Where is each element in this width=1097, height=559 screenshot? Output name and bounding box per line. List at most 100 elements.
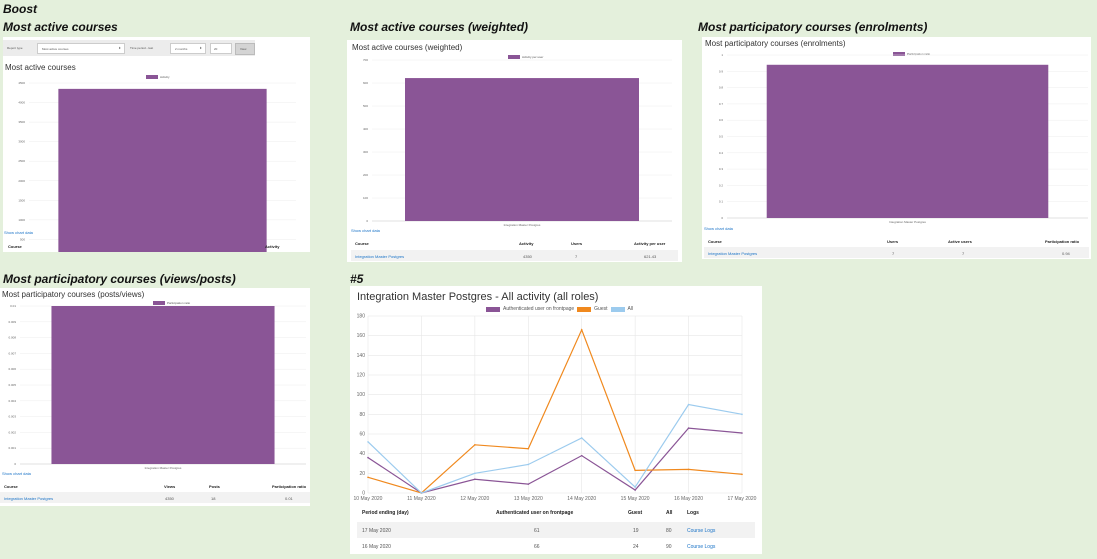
y-tick-label: 0.9 [719, 69, 724, 73]
number-input[interactable]: 20 [210, 43, 232, 54]
y-tick-label: 2000 [18, 179, 25, 183]
course-link[interactable]: Integration Master Postgres [708, 251, 758, 256]
table-header: Active users [948, 239, 972, 244]
y-tick-label: 0.5 [719, 135, 724, 139]
table-row: Integration Master Postgres 4350 18 0.01 [0, 492, 310, 503]
bar [405, 78, 639, 221]
data-point [687, 468, 690, 471]
course-link[interactable]: Integration Master Postgres [355, 254, 405, 259]
view-button[interactable]: View [235, 43, 255, 55]
report-controls: Report type Most active courses ⬍ Time p… [3, 40, 255, 56]
table-row: 16 May 2020 66 24 90 Course Logs [357, 539, 755, 553]
data-point [687, 427, 690, 429]
y-tick-label: 60 [359, 432, 365, 438]
cell: 0.94 [1062, 251, 1070, 256]
y-tick-label: 0.008 [8, 336, 16, 340]
y-tick-label: 1 [721, 53, 723, 57]
data-point [474, 478, 476, 481]
cell: 7 [892, 251, 895, 256]
table-header: Course [355, 241, 369, 246]
report-type-label: Report type [7, 46, 23, 50]
legend-label: All [627, 306, 634, 312]
chevron-down-icon: ⬍ [199, 46, 202, 50]
data-point [474, 444, 476, 446]
y-tick-label: 20 [359, 471, 365, 477]
y-tick-label: 0.003 [8, 415, 16, 419]
cell: 24 [633, 544, 639, 550]
bar [51, 306, 275, 464]
table-header: Logs [687, 510, 699, 516]
show-chart-data-link[interactable]: Show chart data [4, 230, 33, 235]
series-line [367, 403, 743, 494]
legend-label: Authenticated user on frontpage [503, 306, 575, 312]
y-tick-label: 700 [363, 58, 368, 62]
table-header: Posts [209, 484, 220, 489]
chart-title: Most participatory courses (enrolments) [705, 39, 846, 48]
time-period-select[interactable]: 2 months ⬍ [170, 43, 206, 54]
chart-legend: Participation ratio [153, 301, 190, 305]
chevron-down-icon: ⬍ [118, 46, 121, 50]
data-point [634, 489, 636, 491]
legend-swatch [508, 55, 520, 59]
y-tick-label: 0.4 [719, 151, 724, 155]
y-tick-label: 0 [362, 491, 365, 497]
show-chart-data-link[interactable]: Show chart data [704, 226, 733, 231]
table-row: Integration Master Postgres 4350 7 621.4… [351, 250, 678, 261]
report-type-select[interactable]: Most active courses ⬍ [37, 43, 125, 54]
y-tick-label: 0.01 [10, 304, 16, 308]
y-tick-label: 0 [366, 219, 368, 223]
legend-label: Participation ratio [167, 301, 191, 305]
legend-swatch [486, 306, 500, 312]
panel4-heading: Most participatory courses (views/posts) [3, 272, 236, 286]
bar-chart: 0 100 200 300 400 500 600 700 Integration Master… [363, 58, 672, 227]
course-logs-link[interactable]: Course Logs [687, 528, 716, 534]
chart-legend: Activity per user [508, 55, 543, 59]
course-logs-link[interactable]: Course Logs [687, 544, 716, 550]
table-header: Course [4, 484, 18, 489]
data-point [741, 413, 743, 416]
table-row: Integration Master Postgres 7 7 0.94 [704, 247, 1089, 258]
y-tick-label: 0.1 [719, 200, 724, 204]
show-chart-data-link[interactable]: Show chart data [351, 228, 380, 233]
legend-swatch [146, 75, 158, 79]
data-point [634, 486, 636, 488]
table-header: Course [708, 239, 722, 244]
x-tick-label: 15 May 2020 [621, 496, 650, 502]
data-point [420, 492, 423, 494]
data-point [580, 437, 583, 439]
panel2-heading: Most active courses (weighted) [350, 20, 529, 34]
data-point [367, 456, 369, 459]
y-tick-label: 300 [363, 150, 368, 154]
legend-label: Activity [160, 75, 170, 79]
table-header: Participation ratio [1045, 239, 1080, 244]
x-tick-label: 16 May 2020 [674, 496, 703, 502]
legend-label: Guest [594, 306, 608, 312]
panel3-heading: Most participatory courses (enrolments) [698, 20, 928, 34]
data-point [580, 328, 583, 331]
x-tick-label: Integration Master Postgres [889, 220, 926, 224]
data-point [741, 473, 743, 476]
cell: 621.43 [644, 254, 657, 259]
table-header: Users [571, 241, 583, 246]
time-period-value: 2 months [175, 47, 188, 51]
table-header: Views [164, 484, 176, 489]
panel-posts-views: Most participatory courses (posts/views)… [0, 288, 310, 506]
legend-swatch [153, 301, 165, 305]
show-chart-data-link[interactable]: Show chart data [2, 471, 31, 476]
cell: 4350 [523, 254, 532, 259]
data-point [741, 432, 743, 434]
cell: 90 [666, 544, 672, 550]
cell: 7 [575, 254, 578, 259]
y-tick-label: 40 [359, 451, 365, 457]
y-tick-label: 2500 [18, 159, 25, 163]
chart-legend: Participation ratio [893, 52, 930, 56]
table-header: Participation ratio [272, 484, 307, 489]
series-line [367, 328, 743, 494]
y-tick-label: 0 [721, 216, 723, 220]
course-link[interactable]: Integration Master Postgres [4, 496, 54, 501]
y-tick-label: 600 [363, 81, 368, 85]
panel1-heading: Most active courses [3, 20, 118, 34]
bar-chart: 0 0.1 0.2 0.3 0.4 0.5 0.6 0.7 0.8 0.9 1 Integration… [719, 53, 1088, 224]
y-tick-label: 200 [363, 173, 368, 177]
bar [58, 88, 267, 252]
